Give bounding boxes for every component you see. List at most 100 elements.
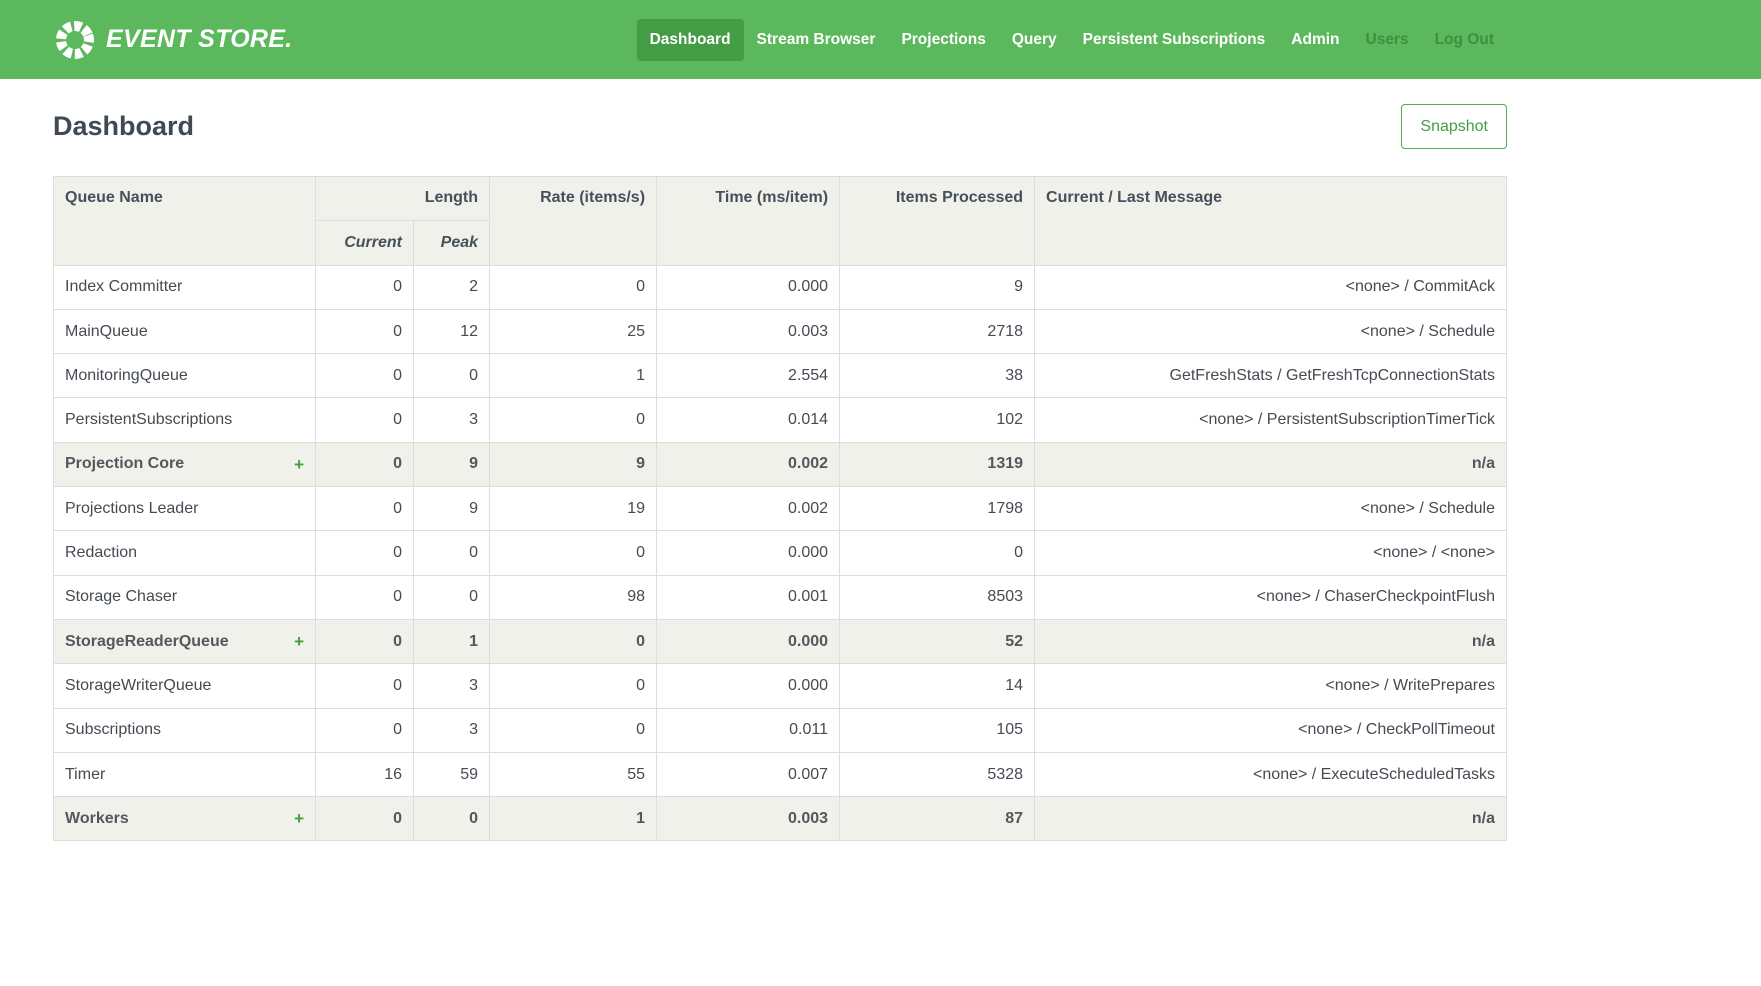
queue-name: StorageWriterQueue xyxy=(65,676,212,694)
queue-name: StorageReaderQueue xyxy=(65,632,229,650)
items-processed-cell: 105 xyxy=(839,707,1036,753)
nav-item-users[interactable]: Users xyxy=(1365,30,1409,48)
queue-name-cell: Subscriptions xyxy=(53,707,316,753)
header-length: Length xyxy=(314,175,491,222)
page-title: Dashboard xyxy=(53,111,195,141)
queue-table-header: Queue Name Length Rate (items/s) Time (m… xyxy=(53,175,1507,266)
queue-row: Index Committer 0 2 0 0.000 9 <none> / CommitA… xyxy=(53,264,1507,310)
nav-item-projections[interactable]: Projections xyxy=(901,30,986,48)
queue-name: Storage Chaser xyxy=(65,588,178,606)
rate-cell: 0 xyxy=(489,530,658,576)
snapshot-button[interactable]: Snapshot xyxy=(1401,104,1507,149)
queue-name: MonitoringQueue xyxy=(65,366,188,384)
expand-plus-icon[interactable]: + xyxy=(294,809,304,829)
nav-item-admin[interactable]: Admin xyxy=(1291,30,1340,48)
time-cell: 2.554 xyxy=(656,353,841,399)
nav-item-log-out[interactable]: Log Out xyxy=(1434,30,1494,48)
header-current: Current xyxy=(315,220,414,266)
queue-group-row: Workers +0 0 1 0.003 87 n/a xyxy=(53,796,1507,842)
length-current-cell: 0 xyxy=(315,663,414,709)
queue-name-cell: Redaction xyxy=(53,530,316,576)
queue-name: Redaction xyxy=(65,544,138,562)
length-peak-cell: 0 xyxy=(412,574,491,620)
queue-row: Projections Leader 0 9 19 0.002 1798 <none> / … xyxy=(53,486,1507,532)
nav-item-query[interactable]: Query xyxy=(1011,30,1057,48)
items-processed-cell: 38 xyxy=(839,353,1036,399)
queue-row: Storage Chaser 0 0 98 0.001 8503 <none> / Chas… xyxy=(53,574,1507,620)
time-cell: 0.002 xyxy=(656,486,841,532)
rate-cell: 0 xyxy=(489,397,658,443)
brand-logo[interactable]: EVENT STORE. xyxy=(53,18,293,62)
queue-name-cell[interactable]: Workers + xyxy=(53,796,316,842)
queue-row: Timer 16 59 55 0.007 5328 <none> / ExecuteSche… xyxy=(53,751,1507,798)
length-peak-cell: 0 xyxy=(412,796,491,842)
message-cell: <none> / ExecuteScheduledTasks xyxy=(1034,751,1507,798)
header-message: Current / Last Message xyxy=(1034,176,1507,266)
message-cell: <none> / <none> xyxy=(1034,530,1507,576)
length-current-cell: 0 xyxy=(315,707,414,753)
items-processed-cell: 5328 xyxy=(839,751,1036,798)
main-content: Dashboard Snapshot Queue Name Length Rat… xyxy=(53,104,1507,842)
length-current-cell: 0 xyxy=(315,264,414,310)
time-cell: 0.000 xyxy=(656,530,841,576)
queue-name-cell[interactable]: StorageReaderQueue + xyxy=(53,618,316,665)
header-rate: Rate (items/s) xyxy=(489,176,658,266)
header-queue-name: Queue Name xyxy=(53,176,316,266)
nav-item-stream-browser[interactable]: Stream Browser xyxy=(756,30,876,48)
length-current-cell: 0 xyxy=(315,397,414,443)
rate-cell: 19 xyxy=(489,486,658,532)
length-peak-cell: 12 xyxy=(412,308,491,355)
queue-name: Index Committer xyxy=(65,278,183,296)
items-processed-cell: 14 xyxy=(839,663,1036,709)
queue-row: StorageWriterQueue 0 3 0 0.000 14 <none> / Wri… xyxy=(53,663,1507,709)
queue-row: Subscriptions 0 3 0 0.011 105 <none> / CheckPo… xyxy=(53,707,1507,753)
brand-text: EVENT STORE. xyxy=(106,25,293,53)
expand-plus-icon[interactable]: + xyxy=(294,454,304,474)
message-cell: <none> / PersistentSubscriptionTimerTick xyxy=(1034,397,1507,443)
queue-name: Timer xyxy=(65,765,106,783)
queue-row: Redaction 0 0 0 0.000 0 <none> / <none> xyxy=(53,530,1507,576)
nav-item-dashboard[interactable]: Dashboard xyxy=(636,18,744,61)
items-processed-cell: 1319 xyxy=(839,441,1036,488)
length-peak-cell: 0 xyxy=(412,353,491,399)
length-current-cell: 0 xyxy=(315,308,414,355)
queue-name-cell: Index Committer xyxy=(53,264,316,310)
length-peak-cell: 1 xyxy=(412,618,491,665)
message-cell: n/a xyxy=(1034,441,1507,488)
length-current-cell: 0 xyxy=(315,486,414,532)
length-peak-cell: 0 xyxy=(412,530,491,576)
items-processed-cell: 1798 xyxy=(839,486,1036,532)
time-cell: 0.003 xyxy=(656,308,841,355)
length-current-cell: 0 xyxy=(315,530,414,576)
length-peak-cell: 3 xyxy=(412,707,491,753)
queue-group-row: StorageReaderQueue +0 1 0 0.000 52 n/a xyxy=(53,618,1507,665)
queue-name: Workers xyxy=(65,809,129,827)
time-cell: 0.011 xyxy=(656,707,841,753)
rate-cell: 55 xyxy=(489,751,658,798)
message-cell: <none> / Schedule xyxy=(1034,486,1507,532)
queue-name-cell: Projections Leader xyxy=(53,486,316,532)
queue-table: Queue Name Length Rate (items/s) Time (m… xyxy=(53,175,1507,842)
time-cell: 0.003 xyxy=(656,796,841,842)
queue-name-cell[interactable]: Projection Core + xyxy=(53,441,316,488)
items-processed-cell: 0 xyxy=(839,530,1036,576)
length-peak-cell: 9 xyxy=(412,441,491,488)
event-store-ring-icon xyxy=(56,20,94,59)
items-processed-cell: 8503 xyxy=(839,574,1036,620)
length-current-cell: 0 xyxy=(315,796,414,842)
rate-cell: 0 xyxy=(489,264,658,310)
queue-row: MainQueue 0 12 25 0.003 2718 <none> / Schedule xyxy=(53,308,1507,355)
length-current-cell: 16 xyxy=(315,751,414,798)
rate-cell: 0 xyxy=(489,707,658,753)
navbar-inner: EVENT STORE. Dashboard Stream Browser Proj… xyxy=(53,18,1507,62)
length-current-cell: 0 xyxy=(315,618,414,665)
queue-name-cell: PersistentSubscriptions xyxy=(53,397,316,443)
expand-plus-icon[interactable]: + xyxy=(294,632,304,652)
nav-item-persistent-subscriptions[interactable]: Persistent Subscriptions xyxy=(1082,30,1266,48)
queue-row: MonitoringQueue 0 0 1 2.554 38 GetFreshStats /… xyxy=(53,353,1507,399)
length-peak-cell: 9 xyxy=(412,486,491,532)
message-cell: <none> / CheckPollTimeout xyxy=(1034,707,1507,753)
length-peak-cell: 59 xyxy=(412,751,491,798)
message-cell: <none> / WritePrepares xyxy=(1034,663,1507,709)
time-cell: 0.007 xyxy=(656,751,841,798)
